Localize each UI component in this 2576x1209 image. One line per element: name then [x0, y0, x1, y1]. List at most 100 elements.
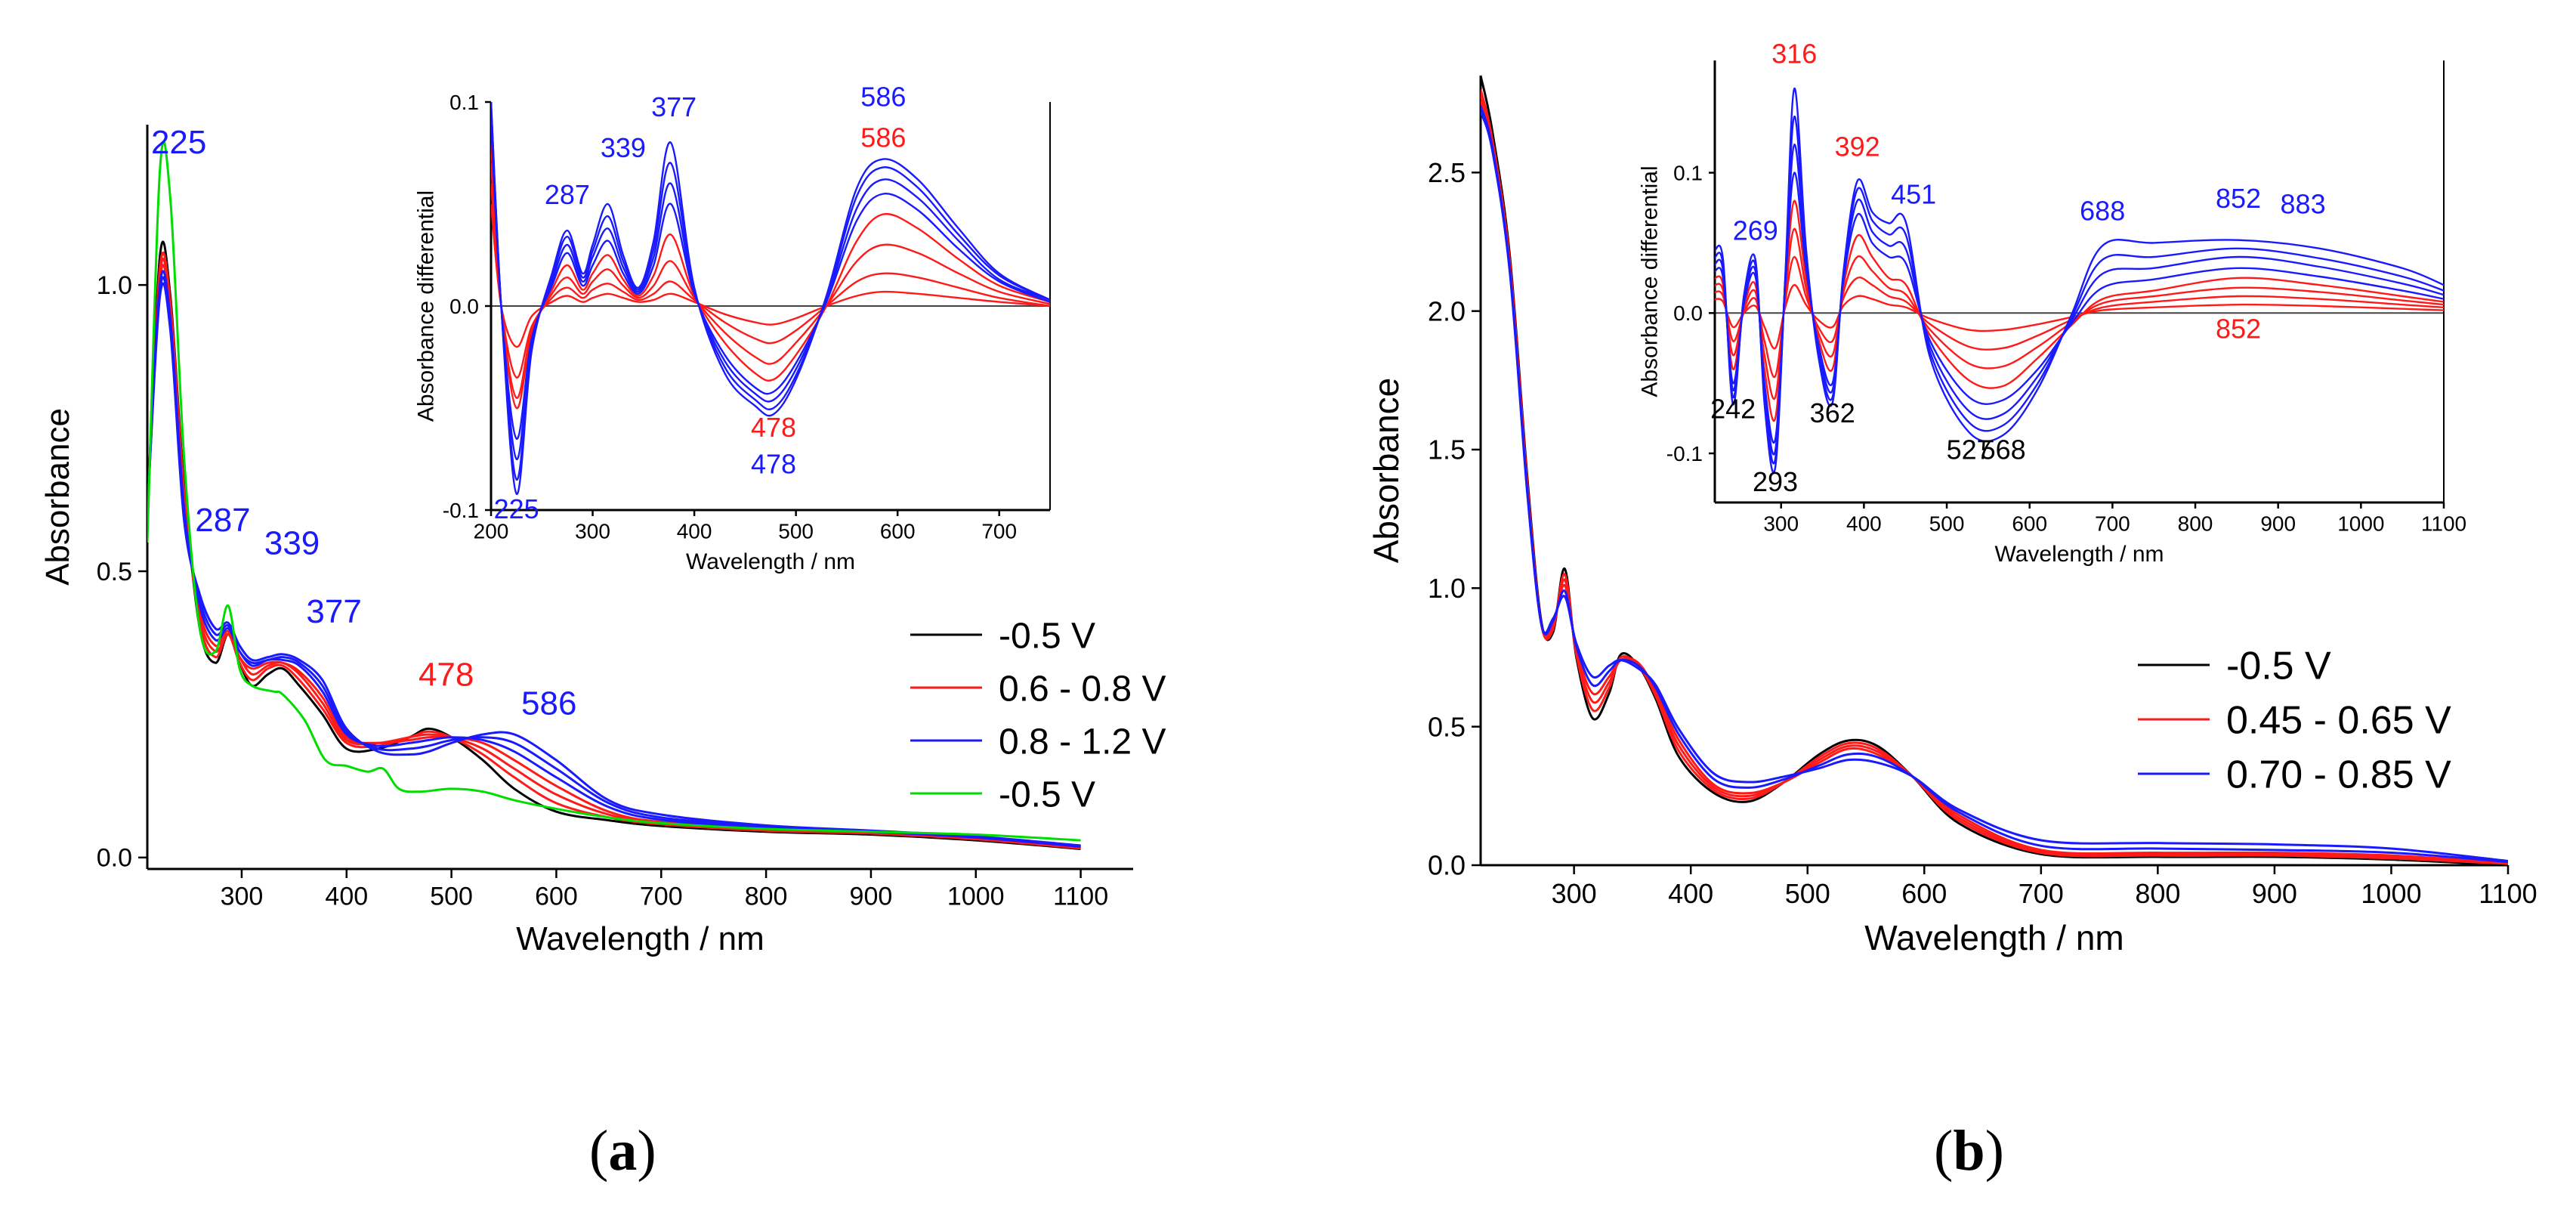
b-main-y-tick-label: 0.5: [1428, 711, 1466, 742]
b-main-x-tick-label: 1100: [2479, 878, 2537, 909]
a-inset-x-tick-label: 500: [778, 519, 814, 543]
b-main-y-tick-label: 1.0: [1428, 573, 1466, 604]
b-main-x-tick-label: 800: [2135, 878, 2180, 909]
b-inset-y-tick-label: 0.1: [1673, 161, 1703, 184]
b-main-x-tick-label: 300: [1552, 878, 1597, 909]
b-main-x-axis-label: Wavelength / nm: [1864, 918, 2124, 957]
b-main-series-line-5: [1481, 111, 2508, 862]
b-main-legend-label-2: 0.70 - 0.85 V: [2226, 753, 2451, 797]
b-inset-y-tick-label: 0.0: [1673, 301, 1703, 325]
b-main-legend-label-0: -0.5 V: [2226, 645, 2331, 688]
a-main-annotation-0: 225: [151, 124, 206, 161]
b-inset-annotation-3: 451: [1891, 178, 1936, 209]
b-main-y-tick-label: 2.0: [1428, 295, 1466, 326]
a-inset-y-tick-label: 0.0: [449, 295, 479, 318]
b-main-y-tick-label: 0.0: [1428, 850, 1466, 881]
a-inset-y-tick-label: 0.1: [449, 91, 479, 114]
b-main-y-axis-label: Absorbance: [1367, 378, 1406, 564]
b-inset-annotation-1: 392: [1835, 131, 1880, 162]
b-main-x-tick-label: 500: [1785, 878, 1830, 909]
b-inset-series-line-1: [1715, 255, 2444, 379]
b-inset-annotation-8: 242: [1710, 394, 1756, 425]
b-inset-x-tick-label: 900: [2260, 512, 2296, 535]
a-main-x-tick-label: 400: [325, 883, 368, 911]
a-inset-x-tick-label: 700: [981, 519, 1017, 543]
b-inset-x-tick-label: 400: [1846, 512, 1882, 535]
b-inset-x-tick-label: 500: [1929, 512, 1965, 535]
b-inset-annotation-7: 852: [2216, 314, 2261, 345]
a-main-x-tick-label: 500: [430, 883, 473, 911]
a-inset-chart: 200 300 400 500 600 700 -0.1 0.0 0.1 Wavelength /…: [414, 81, 1051, 574]
b-main-x-tick-label: 700: [2018, 878, 2064, 909]
a-inset-y-tick-label: -0.1: [443, 499, 479, 522]
a-main-annotation-5: 586: [521, 685, 576, 722]
a-inset-annotation-1: 339: [601, 132, 646, 163]
a-inset-x-tick-label: 300: [575, 519, 610, 543]
b-inset-annotation-11: 527: [1947, 434, 1992, 465]
a-main-series-line-6: [147, 282, 1081, 847]
a-main-y-tick-label: 1.0: [97, 271, 132, 300]
a-inset-series-line-7: [491, 101, 1050, 495]
b-inset-y-tick-label: -0.1: [1666, 442, 1703, 465]
panel-label-a: (a): [589, 1119, 656, 1183]
a-inset-annotation-7: 225: [494, 493, 539, 524]
b-inset-annotation-10: 293: [1753, 466, 1798, 497]
b-inset-annotation-12: 568: [1981, 434, 2026, 465]
b-inset-annotation-9: 362: [1810, 397, 1855, 428]
a-inset-series-line-3: [491, 142, 1050, 410]
a-inset-annotation-5: 478: [751, 412, 796, 443]
b-inset-annotation-6: 883: [2281, 188, 2326, 219]
a-main-x-tick-label: 700: [640, 883, 683, 911]
b-main-legend-label-1: 0.45 - 0.65 V: [2226, 699, 2451, 743]
a-main-legend-label-0: -0.5 V: [999, 616, 1095, 656]
a-main-annotation-2: 339: [264, 524, 320, 561]
a-main-y-tick-label: 0.5: [97, 558, 132, 586]
a-inset-series-line-2: [491, 162, 1050, 399]
a-main-legend-label-2: 0.8 - 1.2 V: [999, 722, 1166, 762]
b-main-x-tick-label: 1000: [2361, 878, 2421, 909]
b-main-y-tick-label: 2.5: [1428, 157, 1466, 188]
b-main-chart: 300 400 500 600 700 800 900 1000 1100 0.0 0.5 1.0 1.…: [1367, 75, 2537, 957]
a-inset-y-axis-label: Absorbance differential: [414, 190, 439, 422]
b-inset-x-tick-label: 600: [2012, 512, 2047, 535]
b-inset-x-tick-label: 300: [1763, 512, 1799, 535]
a-main-y-axis-label: Absorbance: [39, 408, 76, 586]
a-main-x-tick-label: 1000: [947, 883, 1005, 911]
b-main-y-tick-label: 1.5: [1428, 434, 1466, 465]
a-inset-x-tick-label: 400: [677, 519, 712, 543]
a-main-x-axis-label: Wavelength / nm: [516, 920, 764, 957]
a-main-annotation-3: 377: [306, 593, 361, 630]
a-main-legend-label-3: -0.5 V: [999, 775, 1095, 815]
a-inset-annotation-6: 478: [751, 448, 796, 479]
a-inset-x-tick-label: 600: [880, 519, 916, 543]
b-inset-y-axis-label: Absorbance differential: [1638, 165, 1663, 397]
a-main-x-tick-label: 1100: [1053, 883, 1108, 911]
b-inset-annotation-4: 688: [2080, 196, 2125, 227]
a-inset-annotation-3: 586: [860, 81, 906, 112]
a-main-y-tick-label: 0.0: [97, 844, 132, 873]
b-main-x-tick-label: 600: [1901, 878, 1947, 909]
b-inset-annotation-5: 852: [2216, 183, 2261, 214]
a-inset-annotation-4: 586: [860, 122, 906, 153]
panel-label-b: (b): [1934, 1119, 2004, 1183]
b-inset-annotation-2: 269: [1733, 215, 1778, 246]
a-inset-annotation-0: 287: [545, 179, 590, 210]
a-main-series-line-7: [147, 141, 1081, 842]
b-inset-plot-bg: [1715, 60, 2444, 502]
b-main-x-tick-label: 900: [2252, 878, 2297, 909]
b-inset-chart: 300 400 500 600 700 800 900 1000 1100 -0.1 0.0 0.1 W…: [1638, 39, 2467, 567]
a-main-chart: 300 400 500 600 700 800 900 1000 1100 0.0 0.5 1.0 Wa…: [39, 124, 1166, 957]
a-main-annotation-1: 287: [195, 502, 250, 539]
b-inset-annotation-0: 316: [1771, 39, 1817, 70]
a-inset-x-axis-label: Wavelength / nm: [686, 549, 855, 574]
a-main-legend-label-1: 0.6 - 0.8 V: [999, 669, 1166, 709]
a-inset-x-tick-label: 200: [474, 519, 509, 543]
a-main-x-tick-label: 800: [745, 883, 788, 911]
b-inset-series-line-0: [1715, 283, 2444, 350]
a-inset-annotation-2: 377: [651, 91, 697, 122]
a-main-x-tick-label: 600: [535, 883, 578, 911]
b-inset-x-tick-label: 1100: [2421, 512, 2466, 535]
b-inset-x-tick-label: 700: [2095, 512, 2130, 535]
a-main-x-tick-label: 900: [850, 883, 893, 911]
